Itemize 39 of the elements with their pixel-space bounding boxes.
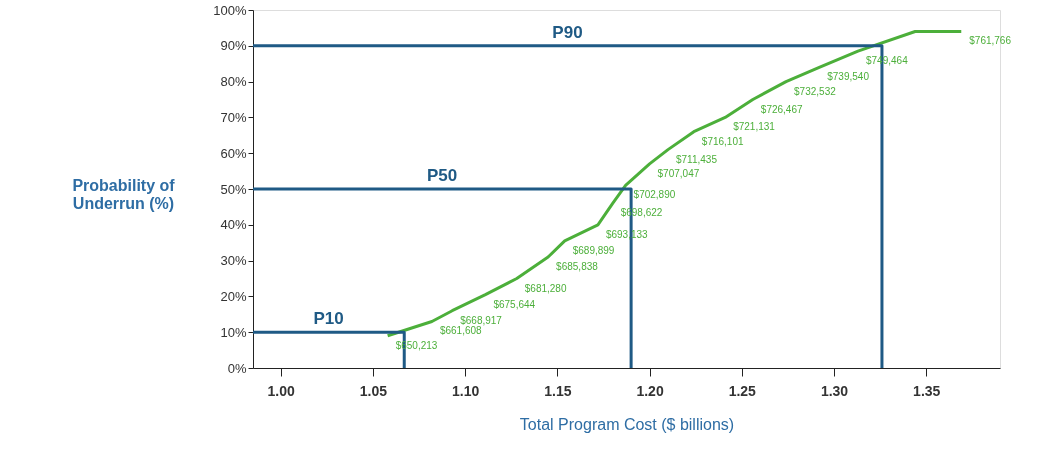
x-tick-label: 1.00 bbox=[267, 382, 295, 399]
annotation: $721,131 bbox=[733, 121, 776, 133]
series-label: P90 bbox=[552, 22, 583, 42]
annotation: $661,608 bbox=[439, 325, 483, 337]
annotation: $685,838 bbox=[556, 261, 599, 273]
x-tick-label: 1.35 bbox=[913, 382, 941, 399]
y-tick-label: 100% bbox=[213, 2, 247, 18]
y-axis-title: Probability of Underrun (%) bbox=[72, 176, 176, 212]
x-tick-label: 1.20 bbox=[636, 382, 664, 399]
x-tick-label: 1.15 bbox=[544, 382, 572, 399]
y-tick-label: 20% bbox=[220, 288, 247, 304]
x-axis-title: Total Program Cost ($ billions) bbox=[519, 415, 735, 433]
x-tick-label: 1.25 bbox=[728, 382, 757, 399]
y-tick-label: 10% bbox=[220, 324, 247, 340]
y-tick-label: 0% bbox=[227, 360, 247, 376]
annotation: $726,467 bbox=[760, 103, 803, 115]
annotation: $732,532 bbox=[794, 85, 837, 97]
y-tick-label: 40% bbox=[220, 217, 247, 233]
annotation: $707,047 bbox=[657, 167, 700, 179]
y-tick-label: 80% bbox=[220, 74, 247, 90]
annotation: $761,766 bbox=[969, 35, 1012, 47]
annotation: $689,899 bbox=[572, 244, 615, 256]
annotation: $668,917 bbox=[460, 314, 503, 326]
y-tick-label: 50% bbox=[220, 181, 247, 197]
series-label: P50 bbox=[426, 166, 458, 185]
x-tick-label: 1.30 bbox=[820, 382, 849, 399]
y-tick-label: 90% bbox=[220, 38, 247, 54]
annotation: $681,280 bbox=[524, 282, 567, 294]
series-label: P10 bbox=[313, 309, 344, 329]
y-tick-label: 30% bbox=[220, 253, 247, 269]
x-tick-label: 1.10 bbox=[451, 382, 480, 399]
annotation: $675,644 bbox=[493, 298, 536, 310]
x-tick-label: 1.05 bbox=[359, 382, 388, 399]
annotation: $739,540 bbox=[827, 71, 870, 83]
y-tick-label: 60% bbox=[220, 145, 247, 161]
annotation: $702,890 bbox=[633, 189, 676, 201]
annotation: $716,101 bbox=[701, 135, 744, 147]
annotation: $711,435 bbox=[676, 153, 718, 165]
y-tick-label: 70% bbox=[220, 109, 247, 125]
